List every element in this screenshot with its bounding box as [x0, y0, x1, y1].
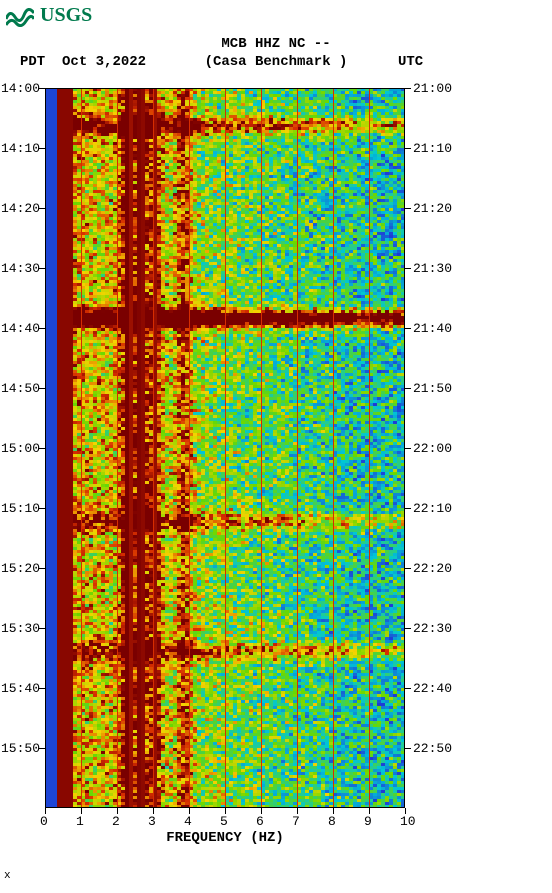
right-tick-label: 21:50 — [413, 381, 452, 396]
left-tick-label: 14:30 — [1, 261, 40, 276]
right-tick-label: 21:00 — [413, 81, 452, 96]
left-tick-label: 14:50 — [1, 381, 40, 396]
wave-icon — [6, 5, 34, 27]
pdt-text: PDT — [20, 54, 45, 70]
bottom-tick-label: 4 — [184, 814, 192, 829]
page-root: USGS MCB HHZ NC -- (Casa Benchmark ) PDT… — [0, 0, 552, 893]
footer-mark: x — [4, 870, 11, 882]
right-tick-label: 22:20 — [413, 561, 452, 576]
bottom-tick-label: 3 — [148, 814, 156, 829]
bottom-tick-label: 6 — [256, 814, 264, 829]
pdt-label: PDT Oct 3,2022 — [20, 54, 146, 70]
date-text: Oct 3,2022 — [62, 54, 146, 70]
bottom-tick-label: 10 — [400, 814, 416, 829]
left-tick-label: 15:10 — [1, 501, 40, 516]
bottom-tick-label: 9 — [364, 814, 372, 829]
bottom-tick-label: 5 — [220, 814, 228, 829]
left-tick-label: 14:40 — [1, 321, 40, 336]
left-tick-label: 15:30 — [1, 621, 40, 636]
left-tick-label: 15:00 — [1, 441, 40, 456]
right-tick-label: 21:10 — [413, 141, 452, 156]
right-tick-label: 21:30 — [413, 261, 452, 276]
bottom-tick-label: 8 — [328, 814, 336, 829]
x-axis-label: FREQUENCY (HZ) — [45, 830, 405, 846]
bottom-tick-label: 7 — [292, 814, 300, 829]
left-tick-label: 15:40 — [1, 681, 40, 696]
spectrogram-plot — [45, 88, 405, 808]
right-tick-label: 22:00 — [413, 441, 452, 456]
usgs-logo: USGS — [6, 4, 92, 27]
bottom-tick-label: 1 — [76, 814, 84, 829]
right-tick-label: 22:30 — [413, 621, 452, 636]
utc-label: UTC — [398, 54, 423, 70]
station-title: MCB HHZ NC -- — [0, 36, 552, 52]
right-tick-label: 22:10 — [413, 501, 452, 516]
right-tick-label: 22:40 — [413, 681, 452, 696]
bottom-tick-label: 2 — [112, 814, 120, 829]
usgs-logo-text: USGS — [40, 4, 92, 27]
bottom-tick-label: 0 — [40, 814, 48, 829]
amplitude-trace — [470, 88, 542, 808]
right-tick-label: 21:20 — [413, 201, 452, 216]
left-tick-label: 14:00 — [1, 81, 40, 96]
amplitude-canvas — [470, 88, 542, 808]
left-tick-label: 15:50 — [1, 741, 40, 756]
right-tick-label: 22:50 — [413, 741, 452, 756]
left-tick-label: 14:10 — [1, 141, 40, 156]
right-tick-label: 21:40 — [413, 321, 452, 336]
left-tick-label: 14:20 — [1, 201, 40, 216]
left-tick-label: 15:20 — [1, 561, 40, 576]
spectrogram-canvas — [45, 88, 405, 808]
